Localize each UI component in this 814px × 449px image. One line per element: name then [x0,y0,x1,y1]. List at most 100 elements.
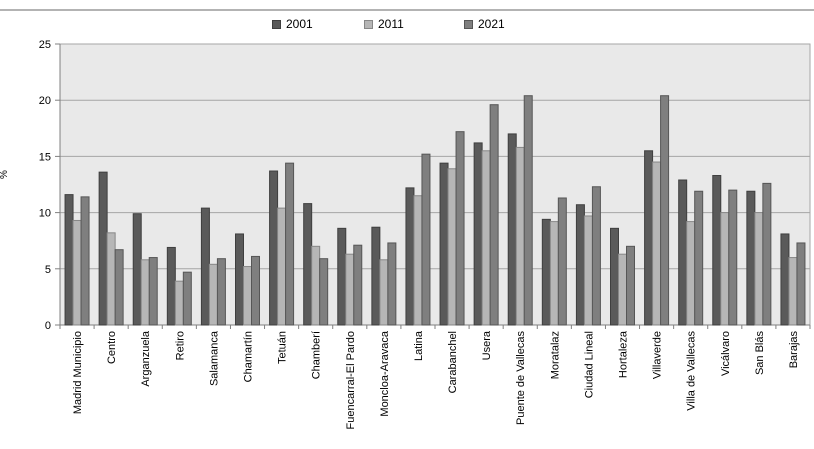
x-category-label-Madrid Municipio: Madrid Municipio [72,331,84,414]
bar-2021-Moncloa-Aravaca [387,242,397,326]
bar-2021-Villa de Vallecas [694,190,704,326]
y-tick-label-0: 0 [45,320,51,332]
bar-2011-Fuencarral-El Pardo [345,253,355,326]
bar-2021-Hortaleza [626,245,635,326]
bar-2021-Chamartín [251,255,260,326]
bar-2011-Salamanca [208,263,218,326]
bar-2021-Puente de Vallecas [523,95,533,326]
bar-2021-Villaverde [660,95,670,326]
legend-item-2001: 2001 [272,13,313,35]
bar-2021-Fuencarral-El Pardo [353,244,363,326]
bar-2021-Latina [421,153,431,326]
legend-item-2011: 2011 [364,13,404,35]
x-category-label-Barajas: Barajas [788,331,800,369]
bar-2011-Usera [481,150,491,326]
bar-2001-Moncloa-Aravaca [371,226,381,326]
x-category-label-Chamartín: Chamartín [243,331,255,382]
bar-2021-Vicálvaro [728,189,738,326]
bar-2001-Villaverde [644,150,654,326]
x-category-label-Salamanca: Salamanca [208,330,220,386]
x-category-label-Hortaleza: Hortaleza [618,330,630,378]
legend-label-2021: 2021 [478,17,505,31]
y-tick-label-10: 10 [39,208,51,220]
bar-2001-Usera [473,142,483,326]
bar-2011-Vicálvaro [720,212,730,326]
bar-2011-Moncloa-Aravaca [379,259,389,326]
bar-2011-Madrid Municipio [72,219,82,326]
bar-2021-Usera [489,104,499,326]
y-tick-label-5: 5 [45,264,51,276]
bar-2011-Chamartín [243,266,252,326]
bar-2011-Ciudad Lineal [583,215,593,326]
x-category-label-Villa de Vallecas: Villa de Vallecas [686,331,698,411]
x-category-label-Villaverde: Villaverde [652,331,664,379]
x-category-label-Latina: Latina [413,330,425,361]
bar-2011-Chamberí [311,245,321,326]
bar-2001-Arganzuela [132,213,142,326]
y-tick-label-20: 20 [39,95,51,107]
bar-2021-Carabanchel [455,131,465,326]
bar-2011-Barajas [788,257,798,326]
bar-2011-Retiro [174,280,184,326]
bar-2021-Moratalaz [557,197,567,326]
legend-label-2011: 2011 [378,17,404,31]
bar-2021-Retiro [182,271,192,326]
legend-swatch-2021 [464,19,473,29]
bar-2021-Madrid Municipio [80,196,90,326]
bar-2011-Villaverde [652,161,662,326]
bar-2001-Chamberí [303,203,313,326]
bar-2011-Carabanchel [447,168,457,326]
bar-2021-Salamanca [216,258,226,326]
bar-2001-Ciudad Lineal [575,204,585,326]
x-category-label-Moratalaz: Moratalaz [549,331,561,379]
bar-2021-Tetuán [285,162,295,326]
bar-2011-Centro [106,232,116,326]
bar-2001-Latina [405,187,415,326]
bar-2021-Centro [114,249,124,326]
x-category-label-Retiro: Retiro [174,331,186,360]
bar-2001-Hortaleza [610,227,619,326]
bar-2021-Ciudad Lineal [591,186,601,326]
bar-2011-Hortaleza [618,253,627,326]
x-category-label-Tetuán: Tetuán [277,331,289,364]
x-category-label-Chamberí: Chamberí [311,331,323,379]
bar-2001-Barajas [780,233,790,326]
top-divider-line [0,9,814,11]
x-category-label-Vicálvaro: Vicálvaro [720,331,732,376]
bar-2021-San Blás [762,182,772,326]
bar-2021-Arganzuela [148,257,158,326]
x-category-label-Centro: Centro [106,331,118,364]
x-category-label-San Blás: San Blás [754,331,766,376]
bar-2001-Moratalaz [541,218,551,326]
y-tick-label-15: 15 [39,151,51,163]
x-category-label-Puente de Vallecas: Puente de Vallecas [515,331,527,425]
bar-2001-Tetuán [269,170,279,326]
x-category-label-Moncloa-Aravaca: Moncloa-Aravaca [379,330,391,416]
x-category-label-Ciudad Lineal: Ciudad Lineal [583,331,595,398]
bar-2011-Moratalaz [549,221,559,326]
bar-2001-Madrid Municipio [64,194,74,326]
legend-swatch-2001 [272,19,281,29]
x-category-label-Usera: Usera [481,330,493,360]
bar-2011-Tetuán [277,207,287,326]
legend-swatch-2011 [364,19,373,29]
bar-2001-Carabanchel [439,162,449,326]
x-category-label-Carabanchel: Carabanchel [447,331,459,393]
bar-2001-Vicálvaro [712,175,722,326]
bar-2001-Retiro [166,246,176,326]
y-tick-label-25: 25 [39,39,51,51]
bar-2011-Arganzuela [140,259,150,326]
y-axis-title: % [0,170,10,179]
x-category-label-Arganzuela: Arganzuela [140,330,152,387]
bar-2001-Centro [98,171,108,326]
bar-2011-Latina [413,195,423,326]
bar-2001-Chamartín [235,233,244,326]
bar-2001-Fuencarral-El Pardo [337,227,347,326]
bar-2021-Chamberí [319,258,329,326]
x-category-label-Fuencarral-El Pardo: Fuencarral-El Pardo [345,331,357,429]
bar-2001-Salamanca [200,207,210,326]
legend-item-2021: 2021 [464,13,505,35]
bar-2001-San Blás [746,190,756,326]
